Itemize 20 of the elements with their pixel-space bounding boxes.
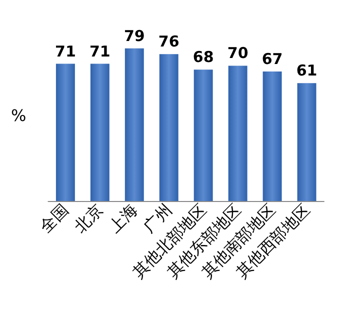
data-label: 67 (262, 50, 283, 68)
data-label: 61 (296, 62, 318, 80)
x-tick-label: 上海 (105, 200, 142, 236)
y-axis-title: % (11, 106, 26, 125)
data-label: 76 (158, 32, 180, 51)
bar (194, 70, 213, 201)
data-label: 71 (89, 42, 110, 60)
x-tick-label: 全国 (36, 200, 72, 236)
data-label: 79 (124, 26, 145, 45)
data-label: 70 (227, 44, 248, 62)
bar (124, 48, 144, 201)
bar (159, 54, 178, 201)
bar (262, 72, 282, 201)
bar (297, 83, 316, 201)
bar (90, 64, 110, 201)
bar (228, 66, 248, 201)
data-label: 71 (55, 42, 76, 60)
x-tick-label: 北京 (70, 200, 107, 236)
data-label: 68 (192, 48, 214, 66)
bar (56, 64, 75, 201)
